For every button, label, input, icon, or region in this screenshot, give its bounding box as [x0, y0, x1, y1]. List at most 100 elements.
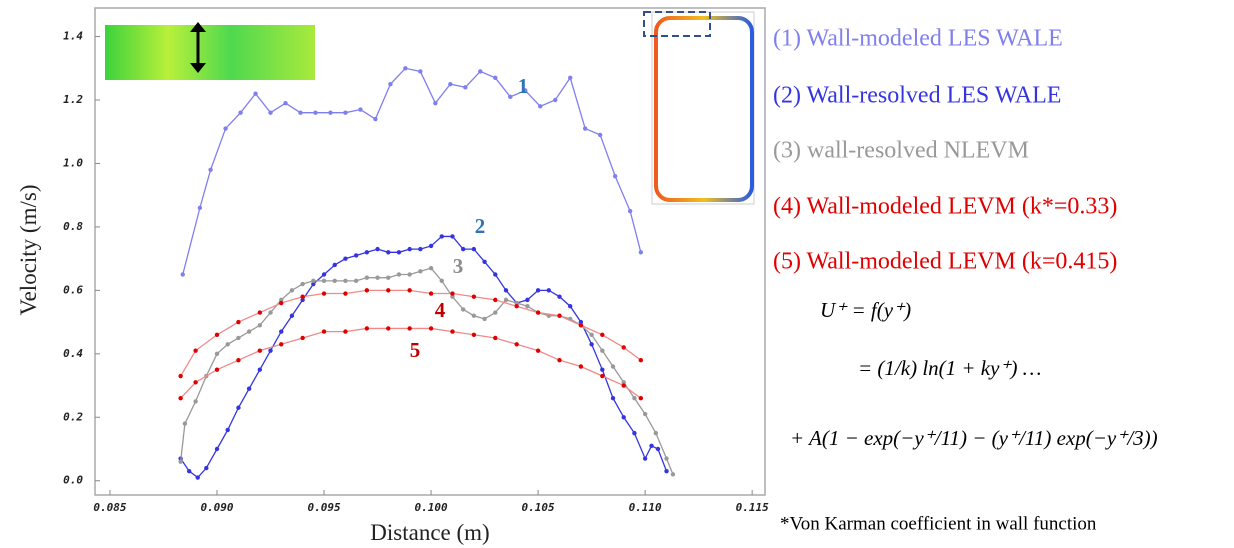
data-point — [450, 234, 455, 239]
data-point — [535, 310, 541, 315]
data-point — [503, 297, 509, 303]
data-point — [193, 348, 198, 353]
x-tick-label: 0.115 — [736, 501, 769, 514]
data-point — [493, 297, 498, 303]
data-point — [313, 110, 318, 115]
data-point — [655, 446, 661, 452]
data-point — [358, 107, 363, 112]
data-point — [621, 383, 626, 388]
data-point — [428, 326, 434, 331]
data-point — [195, 475, 200, 480]
data-point — [279, 342, 284, 347]
data-point — [197, 205, 203, 211]
legend-entry: (1) Wall-modeled LES WALE — [773, 26, 1063, 52]
data-point — [225, 342, 230, 347]
data-point — [653, 430, 659, 436]
data-point — [321, 272, 327, 277]
x-axis-label: Distance (m) — [370, 520, 489, 545]
data-point — [428, 243, 434, 249]
data-point — [600, 373, 605, 379]
data-point — [482, 259, 487, 265]
x-tick-label: 0.095 — [307, 501, 340, 514]
data-point — [343, 329, 348, 334]
data-point — [279, 300, 284, 306]
data-point — [514, 342, 519, 347]
data-point — [478, 69, 483, 74]
data-point — [253, 91, 258, 96]
y-axis-label: Velocity (m/s) — [16, 185, 41, 316]
data-point — [343, 110, 348, 115]
equation-line: = (1/k) ln(1 + ky⁺) … — [858, 356, 1041, 380]
data-point — [471, 246, 477, 252]
data-point — [268, 110, 273, 115]
data-point — [238, 110, 243, 115]
data-point — [433, 100, 438, 106]
data-point — [268, 310, 273, 315]
legend-entry: (2) Wall-resolved LES WALE — [773, 83, 1061, 109]
data-point — [557, 357, 562, 363]
data-point — [638, 396, 644, 401]
data-point — [664, 456, 669, 461]
x-tick-label: 0.100 — [415, 501, 448, 514]
data-point — [214, 367, 220, 372]
y-tick-label: 1.2 — [63, 93, 83, 106]
x-tick-label: 0.110 — [629, 501, 662, 514]
data-point — [523, 88, 528, 93]
series-line — [180, 235, 668, 479]
data-point — [403, 66, 408, 71]
data-point — [178, 373, 183, 379]
data-point — [621, 380, 626, 385]
y-tick-label: 1.4 — [63, 30, 83, 43]
data-point — [396, 272, 402, 277]
data-point — [214, 332, 220, 337]
data-point — [298, 110, 303, 115]
data-point — [503, 288, 509, 293]
x-tick-label: 0.085 — [93, 501, 126, 514]
data-point — [439, 278, 444, 284]
data-point — [186, 469, 192, 474]
data-point — [450, 291, 455, 296]
data-point — [418, 269, 423, 274]
data-point — [471, 294, 477, 299]
data-point — [214, 351, 220, 357]
y-tick-label: 0.4 — [63, 347, 83, 360]
data-point — [407, 272, 412, 277]
curve-label: 1 — [518, 74, 529, 98]
data-point — [236, 319, 241, 325]
data-point — [257, 367, 263, 372]
curve-label: 5 — [410, 338, 421, 362]
data-point — [471, 332, 477, 337]
curve-label: 4 — [435, 298, 446, 322]
data-point — [364, 288, 370, 293]
data-point — [178, 396, 183, 401]
curve-label: 3 — [453, 254, 464, 278]
data-point — [332, 262, 337, 268]
data-point — [353, 278, 359, 284]
data-point — [632, 430, 637, 436]
data-point — [642, 456, 648, 461]
data-point — [386, 288, 391, 293]
data-point — [557, 294, 562, 299]
data-point — [396, 250, 402, 255]
data-point — [375, 275, 380, 280]
data-point — [471, 313, 477, 318]
data-point — [214, 446, 220, 452]
x-tick-label: 0.105 — [522, 501, 555, 514]
data-point — [283, 100, 288, 106]
footnote: *Von Karman coefficient in wall function — [780, 513, 1097, 534]
equation-line: U⁺ = f(y⁺) — [820, 298, 911, 322]
data-point — [407, 246, 412, 252]
data-point — [460, 246, 466, 252]
y-tick-label: 0.0 — [63, 474, 83, 487]
data-point — [289, 288, 295, 293]
data-point — [178, 459, 183, 464]
data-point — [578, 323, 584, 328]
data-point — [321, 291, 327, 296]
data-point — [450, 294, 455, 299]
data-point — [311, 281, 316, 287]
data-point — [300, 294, 305, 299]
data-point — [448, 81, 453, 87]
y-tick-label: 0.8 — [63, 220, 83, 233]
data-point — [208, 167, 213, 173]
data-point — [375, 246, 380, 252]
